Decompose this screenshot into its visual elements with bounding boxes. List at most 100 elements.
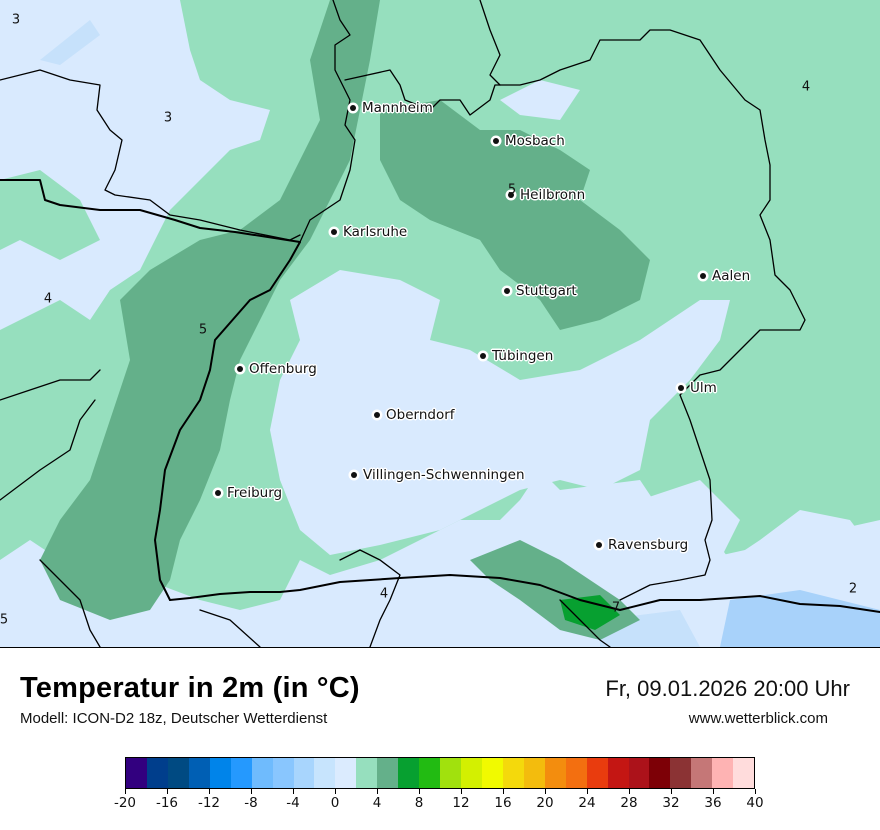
colorbar-tick-label: 24 [578, 795, 596, 811]
temperature-colorbar [125, 757, 755, 789]
colorbar-segment [586, 758, 608, 788]
model-info: Modell: ICON-D2 18z, Deutscher Wetterdie… [20, 710, 328, 727]
colorbar-tick [460, 789, 462, 794]
isotherm-label: 2 [848, 581, 858, 597]
colorbar-segment [293, 758, 315, 788]
map-footer: Temperatur in 2m (in °C) Modell: ICON-D2… [0, 648, 880, 830]
colorbar-segment [523, 758, 545, 788]
colorbar-tick [208, 789, 210, 794]
city-label: Stuttgart [516, 283, 577, 299]
colorbar-tick [586, 789, 588, 794]
colorbar-tick [124, 789, 126, 794]
colorbar-segment [712, 758, 734, 788]
colorbar-tick-label: 20 [536, 795, 554, 811]
colorbar-tick-label: 8 [414, 795, 424, 811]
isotherm-label: 4 [379, 586, 389, 602]
city-marker: Offenburg [237, 361, 317, 377]
city-marker: Ravensburg [596, 537, 688, 553]
colorbar-tick [166, 789, 168, 794]
city-marker: Mosbach [493, 133, 565, 149]
colorbar-segment [544, 758, 566, 788]
colorbar-tick [418, 789, 420, 794]
city-marker: Villingen-Schwenningen [351, 467, 525, 483]
city-marker: Mannheim [350, 100, 433, 116]
colorbar-tick [670, 789, 672, 794]
website-label: www.wetterblick.com [688, 710, 828, 727]
colorbar-tick [544, 789, 546, 794]
isotherm-label: 5 [0, 612, 9, 628]
colorbar-ticks: -20 -16 -12 -8 -4 0 4 8 12 16 20 24 28 32 36 40 [114, 789, 764, 819]
city-label: Tübingen [492, 348, 554, 364]
city-marker: Tübingen [480, 348, 553, 364]
isotherm-label: 4 [43, 291, 53, 307]
colorbar-tick-label: 32 [662, 795, 680, 811]
isotherm-label: 3 [11, 12, 21, 28]
temperature-map[interactable]: Mannheim Mosbach Heilbronn Karlsruhe Aal… [0, 0, 880, 648]
colorbar-tick [376, 789, 378, 794]
colorbar-segment [502, 758, 524, 788]
colorbar-tick-label: 36 [704, 795, 722, 811]
city-dot-icon [596, 542, 602, 548]
colorbar-tick-label: 12 [452, 795, 470, 811]
city-marker: Oberndorf [374, 407, 455, 423]
colorbar-tick [250, 789, 252, 794]
colorbar-segment [733, 758, 755, 788]
city-dot-icon [350, 105, 356, 111]
colorbar-segment [440, 758, 461, 788]
city-marker: Stuttgart [504, 283, 577, 299]
city-dot-icon [508, 192, 514, 198]
colorbar-tick-label: -8 [244, 795, 258, 811]
map-title: Temperatur in 2m (in °C) [20, 672, 360, 704]
city-label: Mosbach [505, 133, 565, 149]
colorbar-segment [377, 758, 399, 788]
colorbar-tick-label: 28 [620, 795, 638, 811]
colorbar-segment [398, 758, 420, 788]
colorbar-segment [670, 758, 692, 788]
city-dot-icon [374, 412, 380, 418]
colorbar-tick [502, 789, 504, 794]
colorbar-segment [272, 758, 294, 788]
city-label: Mannheim [362, 100, 433, 116]
city-dot-icon [678, 385, 684, 391]
city-dot-icon [215, 490, 221, 496]
city-marker: Ulm [678, 380, 717, 396]
colorbar-segment [167, 758, 189, 788]
colorbar-tick-label: -12 [197, 795, 221, 811]
map-layers [0, 0, 880, 647]
colorbar-tick-label: -4 [286, 795, 300, 811]
isotherm-label: 5 [507, 182, 517, 198]
city-marker: Freiburg [215, 485, 282, 501]
colorbar-tick [334, 789, 336, 794]
isotherm-label: 3 [163, 110, 173, 126]
city-label: Villingen-Schwenningen [363, 467, 525, 483]
isotherm-label: 4 [801, 79, 811, 95]
colorbar-segment [356, 758, 378, 788]
colorbar-tick-label: -16 [155, 795, 179, 811]
forecast-datetime: Fr, 09.01.2026 20:00 Uhr [605, 676, 850, 701]
city-marker: Aalen [700, 268, 750, 284]
colorbar-segment [419, 758, 441, 788]
colorbar-tick-label: -20 [113, 795, 137, 811]
colorbar-segment [481, 758, 503, 788]
colorbar-segment [230, 758, 252, 788]
colorbar-segment [565, 758, 587, 788]
isotherm-label: 5 [198, 322, 208, 338]
colorbar-tick-label: 4 [372, 795, 382, 811]
colorbar-segment [188, 758, 210, 788]
colorbar-tick [712, 789, 714, 794]
city-label: Ulm [690, 380, 717, 396]
city-label: Heilbronn [520, 187, 586, 203]
city-marker: Karlsruhe [331, 224, 407, 240]
city-dot-icon [237, 366, 243, 372]
city-dot-icon [700, 273, 706, 279]
colorbar-segment [649, 758, 671, 788]
colorbar-tick-label: 0 [330, 795, 340, 811]
colorbar-segment [607, 758, 629, 788]
isotherm-label: 7 [611, 600, 621, 616]
city-label: Ravensburg [608, 537, 689, 553]
city-label: Aalen [712, 268, 751, 284]
city-label: Freiburg [227, 485, 283, 501]
city-dot-icon [504, 288, 510, 294]
city-label: Oberndorf [386, 407, 455, 423]
colorbar-segment [146, 758, 168, 788]
